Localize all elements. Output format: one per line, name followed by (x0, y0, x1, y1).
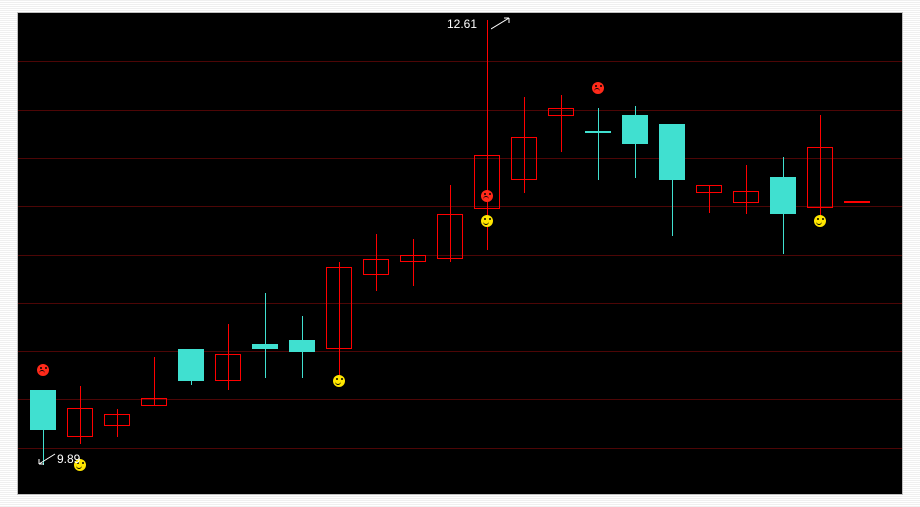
candle-wick (413, 239, 414, 286)
grid-line (18, 351, 902, 352)
chart-plot-area (18, 13, 902, 494)
candle-body (104, 414, 130, 425)
candle-body (363, 259, 389, 275)
candle-wick (265, 293, 266, 378)
candle-body (215, 354, 241, 382)
candle-body (770, 177, 796, 215)
candle-body (807, 147, 833, 208)
candle-body (30, 390, 56, 431)
candle-body (622, 115, 648, 144)
grid-line (18, 61, 902, 62)
candle-body (400, 255, 426, 262)
low-price-label: 9.89 (57, 452, 80, 466)
candle-body (141, 398, 167, 406)
low-arrow-icon (37, 453, 57, 472)
candle-body (733, 191, 759, 202)
happy-face-icon (481, 215, 493, 227)
candle-wick (746, 165, 747, 214)
sad-face-icon (37, 364, 49, 376)
candle-body (67, 408, 93, 437)
sad-face-icon (592, 82, 604, 94)
grid-line (18, 303, 902, 304)
candle-body (326, 267, 352, 349)
grid-line (18, 158, 902, 159)
high-price-label: 12.61 (447, 17, 477, 31)
high-arrow-icon (491, 16, 517, 37)
candle-body (511, 137, 537, 180)
candle-body (696, 185, 722, 193)
grid-line (18, 110, 902, 111)
happy-face-icon (333, 375, 345, 387)
candle-body (252, 344, 278, 349)
candlestick-chart: 12.61 9.89 (17, 12, 903, 495)
candle-body (437, 214, 463, 258)
grid-line (18, 448, 902, 449)
happy-face-icon (814, 215, 826, 227)
candle-wick (561, 95, 562, 152)
candle-body (548, 108, 574, 116)
candle-body (585, 131, 611, 133)
candle-body (178, 349, 204, 382)
candle-wick (598, 108, 599, 180)
candle-body (289, 340, 315, 351)
candle-body (844, 201, 870, 203)
candle-body (659, 124, 685, 180)
